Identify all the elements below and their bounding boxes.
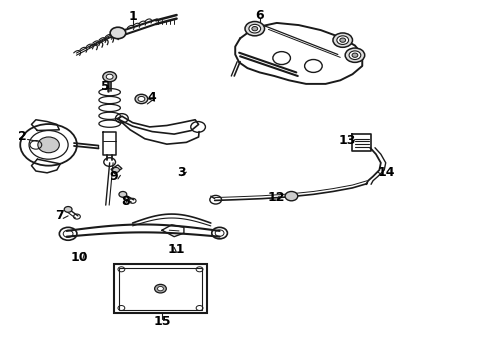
Text: 14: 14	[378, 166, 395, 179]
Circle shape	[38, 137, 59, 153]
Text: 8: 8	[121, 195, 129, 208]
Circle shape	[249, 24, 261, 33]
Circle shape	[138, 96, 145, 102]
Text: 11: 11	[168, 243, 185, 256]
Circle shape	[119, 192, 127, 197]
Circle shape	[64, 207, 72, 212]
Text: 5: 5	[101, 80, 110, 93]
Circle shape	[349, 51, 361, 59]
Text: 10: 10	[70, 251, 88, 264]
Text: 12: 12	[268, 192, 286, 204]
Circle shape	[155, 284, 166, 293]
Text: 1: 1	[128, 10, 137, 23]
Circle shape	[158, 287, 163, 291]
Circle shape	[245, 22, 265, 36]
Text: 7: 7	[55, 210, 64, 222]
Circle shape	[333, 33, 352, 47]
Text: 3: 3	[177, 166, 186, 179]
Circle shape	[103, 72, 117, 82]
Text: 9: 9	[110, 170, 119, 183]
Text: 6: 6	[255, 9, 264, 22]
Bar	[119, 267, 202, 310]
Text: 15: 15	[153, 315, 171, 328]
Text: 4: 4	[148, 91, 156, 104]
Circle shape	[285, 192, 298, 201]
Circle shape	[106, 74, 113, 79]
Circle shape	[135, 94, 148, 104]
Text: 13: 13	[339, 134, 356, 147]
Circle shape	[252, 27, 258, 31]
Circle shape	[352, 53, 358, 57]
Bar	[114, 264, 207, 314]
Circle shape	[345, 48, 365, 62]
Circle shape	[110, 27, 126, 39]
Circle shape	[337, 36, 348, 44]
Circle shape	[113, 167, 120, 172]
Circle shape	[340, 38, 345, 42]
Text: 2: 2	[18, 130, 27, 144]
